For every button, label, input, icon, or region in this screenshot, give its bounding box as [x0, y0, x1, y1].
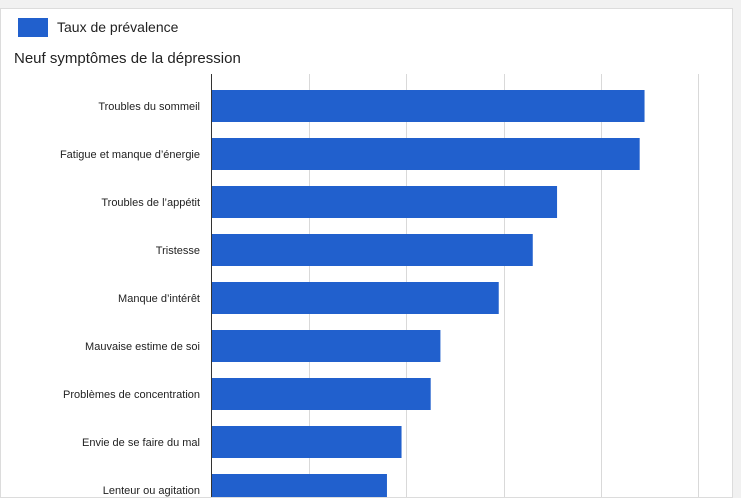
category-label-6: Mauvaise estime de soi: [85, 341, 200, 353]
category-label-8: Envie de se faire du mal: [82, 437, 200, 449]
chart-card: Taux de prévalence Neuf symptômes de la …: [0, 8, 733, 498]
bar-1[interactable]: [212, 90, 645, 122]
bar-3[interactable]: [212, 186, 558, 218]
legend: Taux de prévalence: [18, 17, 178, 37]
bar-5[interactable]: [212, 282, 499, 314]
category-label-3: Troubles de l’appétit: [101, 197, 200, 209]
bar-7[interactable]: [212, 378, 431, 410]
category-label-4: Tristesse: [156, 245, 200, 257]
category-label-5: Manque d’intérêt: [118, 293, 200, 305]
category-label-7: Problèmes de concentration: [63, 389, 200, 401]
bar-chart: Troubles du sommeil Fatigue et manque d’é…: [60, 74, 699, 498]
bar-2[interactable]: [212, 138, 640, 170]
category-label-2: Fatigue et manque d’énergie: [60, 149, 200, 161]
bar-6[interactable]: [212, 330, 441, 362]
category-label-9: Lenteur ou agitation: [103, 485, 200, 497]
bar-4[interactable]: [212, 234, 533, 266]
bar-9[interactable]: [212, 474, 387, 498]
bar-8[interactable]: [212, 426, 402, 458]
chart-title: Neuf symptômes de la dépression: [14, 50, 241, 67]
category-label-1: Troubles du sommeil: [98, 101, 200, 113]
legend-label: Taux de prévalence: [57, 19, 179, 35]
legend-swatch: [18, 17, 48, 37]
